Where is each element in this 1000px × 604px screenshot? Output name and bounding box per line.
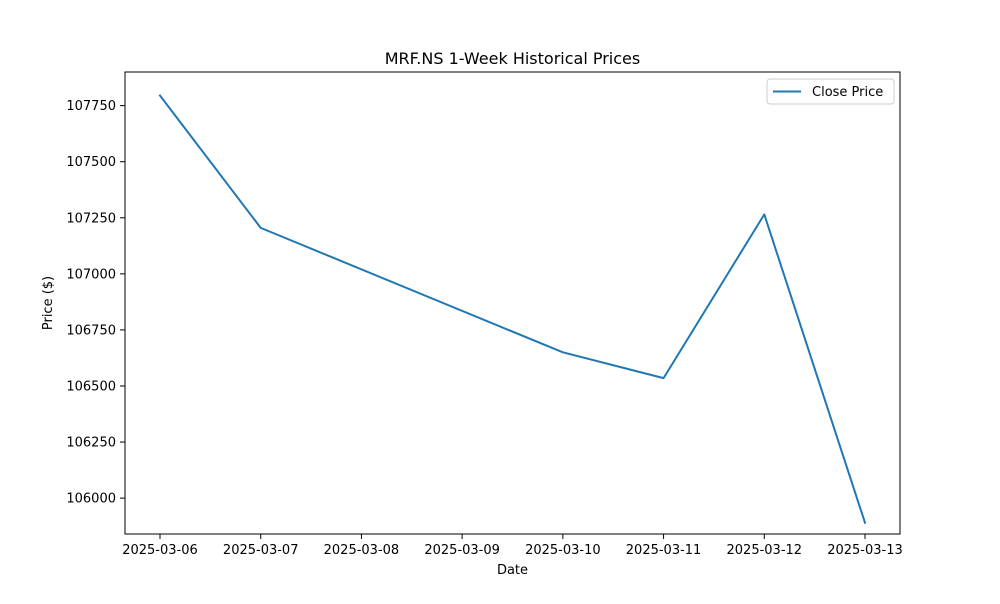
x-tick-label: 2025-03-06 [122,543,198,558]
x-tick-label: 2025-03-08 [324,543,400,558]
chart-title: MRF.NS 1-Week Historical Prices [385,49,640,68]
plot-frame [125,72,900,534]
y-axis: 106000 106250 106500 106750 107000 107250 1075… [66,99,125,506]
plot-area [125,72,900,534]
y-tick-label: 107750 [66,99,116,114]
y-tick-label: 107500 [66,155,116,170]
series-line-close-price [160,96,865,523]
y-tick-label: 106750 [66,323,116,338]
y-tick-label: 107250 [66,211,116,226]
y-axis-label: Price ($) [41,276,56,330]
legend: Close Price [767,79,894,104]
x-tick-label: 2025-03-12 [727,543,803,558]
x-tick-label: 2025-03-07 [223,543,299,558]
legend-label-close-price: Close Price [812,85,883,100]
y-tick-label: 106500 [66,379,116,394]
x-tick-label: 2025-03-09 [424,543,500,558]
x-tick-label: 2025-03-10 [525,543,601,558]
y-tick-label: 107000 [66,267,116,282]
y-tick-label: 106000 [66,492,116,507]
y-tick-label: 106250 [66,436,116,451]
x-axis: 2025-03-06 2025-03-07 2025-03-08 2025-03-09… [122,534,903,558]
x-tick-label: 2025-03-11 [626,543,702,558]
x-tick-label: 2025-03-13 [827,543,903,558]
x-axis-label: Date [497,563,528,578]
